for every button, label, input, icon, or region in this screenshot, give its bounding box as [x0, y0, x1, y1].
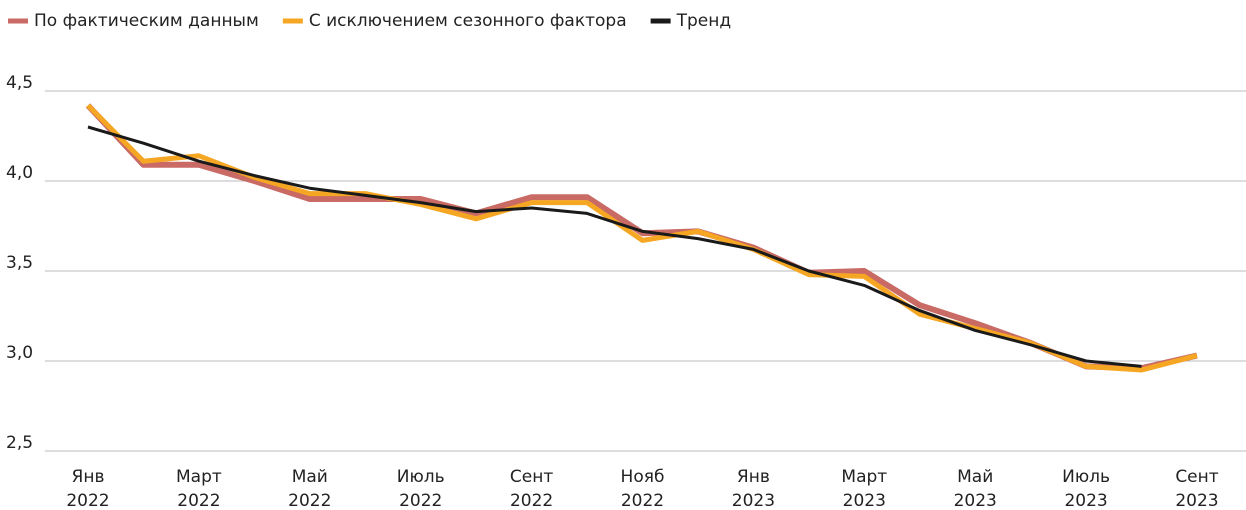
y-tick-label: 3,5 [6, 253, 33, 273]
series-line [87, 125, 1142, 368]
y-tick-label: 4,0 [6, 163, 33, 183]
x-tick-label: Июль 2022 [397, 467, 445, 510]
series-line [86, 103, 1198, 373]
x-tick-label: Янв 2023 [732, 467, 775, 510]
x-tick-label: Нояб 2022 [621, 467, 665, 510]
x-tick-label: Июль 2023 [1062, 467, 1110, 510]
series-line [85, 103, 1198, 372]
legend-label: По фактическим данным [34, 11, 259, 31]
legend-label: Тренд [676, 11, 732, 31]
x-tick-label: Май 2022 [288, 467, 331, 510]
x-tick-label: Сент 2022 [510, 467, 553, 510]
x-tick-label: Май 2023 [954, 467, 997, 510]
y-tick-label: 4,5 [6, 73, 33, 93]
x-tick-label: Март 2022 [176, 467, 222, 510]
y-tick-label: 2,5 [6, 433, 33, 453]
y-tick-label: 3,0 [6, 343, 33, 363]
x-tick-label: Март 2023 [841, 467, 887, 510]
x-tick-label: Янв 2022 [66, 467, 109, 510]
legend-label: С исключением сезонного фактора [309, 11, 627, 31]
x-tick-label: Сент 2023 [1175, 467, 1218, 510]
